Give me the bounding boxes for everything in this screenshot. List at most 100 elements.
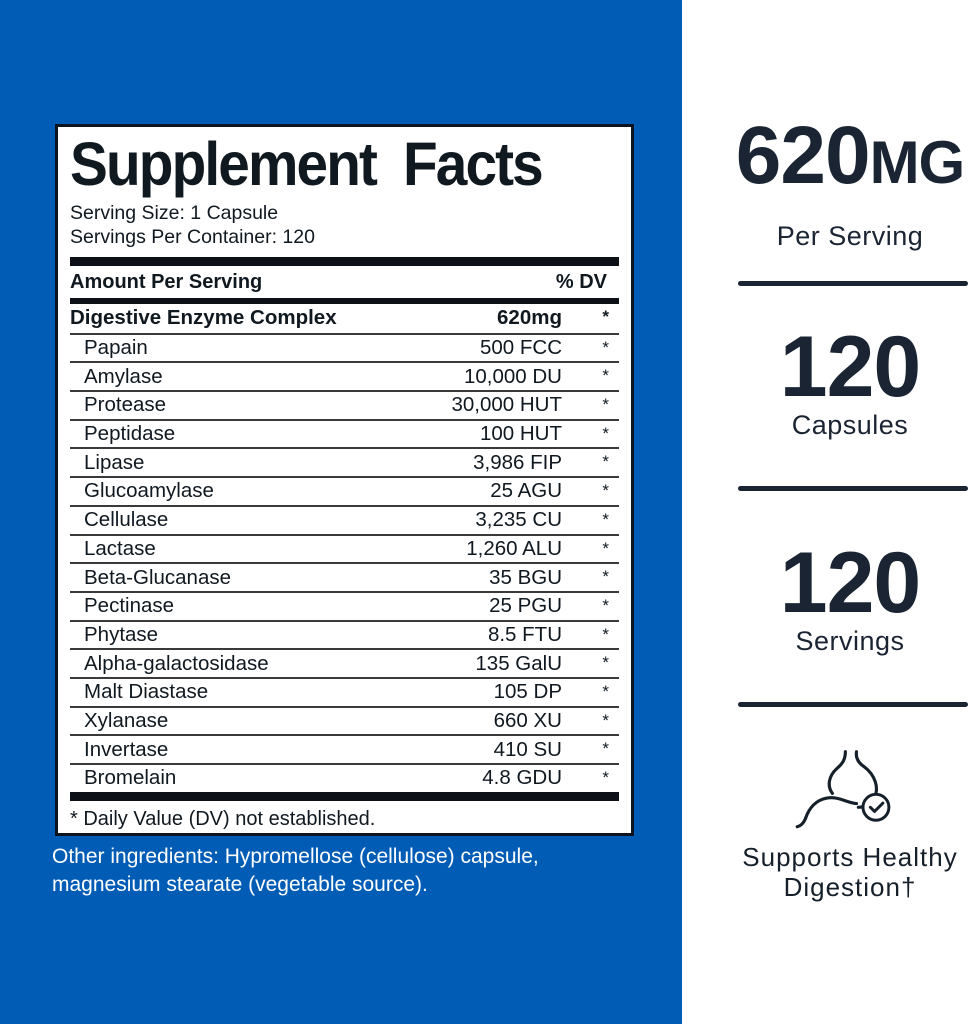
stat-label: Per Serving [776, 221, 924, 251]
amount-per-serving-header: Amount Per Serving [70, 271, 263, 293]
dv-asterisk: * [602, 739, 609, 759]
blue-background-panel: Supplement Facts Serving Size: 1 Capsule… [0, 0, 682, 1024]
dv-asterisk: * [602, 509, 609, 529]
digestion-benefit: Supports Healthy Digestion† [726, 748, 974, 902]
ingredient-amount: 660 XU [493, 708, 562, 732]
stat-label: Capsules [791, 410, 909, 440]
stat-label: Servings [795, 626, 905, 656]
right-info-panel: 620MG Per Serving 120 Capsules 120 Servi… [686, 0, 976, 1024]
ingredient-name: Pectinase [84, 594, 175, 618]
servings-per-container: Servings Per Container: 120 [70, 226, 315, 248]
ingredient-name: Peptidase [84, 422, 176, 446]
stat-number: 120 [779, 535, 922, 631]
table-row: Amylase 10,000 DU * [70, 361, 619, 390]
dv-asterisk: * [602, 452, 609, 472]
ingredient-name: Phytase [84, 622, 159, 646]
ingredient-amount: 3,986 FIP [473, 450, 562, 474]
table-row: Malt Diastase 105 DP * [70, 676, 619, 706]
ingredient-name: Alpha-galactosidase [84, 651, 269, 675]
table-row: Peptidase 100 HUT * [70, 418, 619, 448]
ingredient-name: Xylanase [84, 708, 169, 732]
table-row: Protease 30,000 HUT * [70, 390, 619, 419]
dv-asterisk: * [602, 337, 609, 357]
ingredient-name: Beta-Glucanase [84, 565, 232, 589]
ingredient-amount: 1,260 ALU [466, 536, 562, 560]
table-header-row: Amount Per Serving % DV [70, 266, 619, 298]
dv-asterisk: * [602, 624, 609, 644]
ingredient-amount: 30,000 HUT [451, 393, 562, 417]
ingredient-amount: 35 BGU [489, 565, 562, 589]
ingredient-name: Papain [84, 336, 148, 360]
dv-asterisk: * [602, 768, 609, 787]
table-row: Lipase 3,986 FIP * [70, 447, 619, 476]
capsules-stat: 120 Capsules [732, 319, 968, 441]
ingredient-amount: 10,000 DU [463, 364, 562, 388]
ingredient-name: Cellulase [84, 508, 169, 532]
table-row: Lactase 1,260 ALU * [70, 533, 619, 563]
divider-bar-medium [70, 298, 619, 304]
table-row: Pectinase 25 PGU * [70, 590, 619, 620]
dv-asterisk: * [602, 595, 609, 615]
ingredient-amount: 25 PGU [489, 594, 562, 618]
ingredient-amount: 410 SU [493, 737, 562, 761]
benefit-text-line2: Digestion† [783, 872, 917, 902]
dv-asterisk: * [602, 366, 609, 386]
divider-bar-thick-bottom [70, 791, 619, 801]
dv-header: % DV [555, 271, 607, 293]
table-row: Papain 500 FCC * [70, 332, 619, 362]
dv-asterisk: * [602, 567, 609, 587]
dv-asterisk: * [602, 481, 609, 501]
ingredient-name: Amylase [84, 364, 163, 388]
stat-number: 120 [779, 319, 922, 415]
table-row: Glucoamylase 25 AGU * [70, 476, 619, 505]
stat-value: 620MG [732, 115, 968, 213]
ingredient-name: Invertase [84, 737, 169, 761]
dv-asterisk: * [602, 307, 609, 326]
ingredient-amount: 105 DP [493, 680, 562, 704]
other-ingredients: Other ingredients: Hypromellose (cellulo… [52, 845, 539, 896]
dv-asterisk: * [602, 395, 609, 415]
table-row: Beta-Glucanase 35 BGU * [70, 562, 619, 591]
servings-stat: 120 Servings [732, 535, 968, 657]
table-row: Digestive Enzyme Complex 620mg * [70, 304, 619, 333]
ingredient-name: Lipase [84, 450, 145, 474]
ingredient-name: Digestive Enzyme Complex [70, 306, 337, 330]
table-row: Xylanase 660 XU * [70, 705, 619, 735]
ingredient-name: Glucoamylase [84, 479, 214, 503]
table-row: Bromelain 4.8 GDU * [70, 763, 619, 792]
dv-asterisk: * [602, 423, 609, 443]
dv-asterisk: * [602, 710, 609, 730]
stat-number: 620 [735, 110, 871, 201]
ingredient-amount: 135 GalU [475, 651, 562, 675]
daily-value-footnote: * Daily Value (DV) not established. [70, 807, 376, 830]
facts-table: Digestive Enzyme Complex 620mg * Papain 500 … [70, 304, 619, 792]
section-divider [738, 281, 968, 286]
section-divider [738, 702, 968, 707]
supplement-facts-panel: Supplement Facts Serving Size: 1 Capsule… [55, 124, 634, 836]
ingredient-amount: 8.5 FTU [487, 622, 562, 646]
ingredient-amount: 100 HUT [479, 422, 562, 446]
ingredient-amount: 620mg [497, 306, 562, 330]
per-serving-stat: 620MG Per Serving [732, 115, 968, 252]
ingredient-name: Malt Diastase [84, 680, 209, 704]
serving-info: Serving Size: 1 Capsule Servings Per Con… [70, 201, 619, 249]
stomach-check-icon [795, 750, 891, 829]
table-row: Cellulase 3,235 CU * [70, 504, 619, 534]
table-row: Phytase 8.5 FTU * [70, 619, 619, 649]
benefit-text-line1: Supports Healthy [742, 842, 958, 872]
ingredient-amount: 3,235 CU [475, 508, 562, 532]
ingredient-name: Bromelain [84, 766, 177, 790]
stat-unit: MG [869, 129, 966, 196]
dv-asterisk: * [602, 653, 609, 673]
table-row: Invertase 410 SU * [70, 734, 619, 763]
ingredient-amount: 4.8 GDU [482, 766, 562, 790]
table-row: Alpha-galactosidase 135 GalU * [70, 648, 619, 677]
section-divider [738, 486, 968, 491]
supplement-facts-title: Supplement Facts [70, 130, 544, 198]
ingredient-name: Protease [84, 393, 167, 417]
dv-asterisk: * [602, 538, 609, 558]
ingredient-name: Lactase [84, 536, 156, 560]
dv-asterisk: * [602, 681, 609, 701]
divider-bar-thick-top [70, 257, 619, 266]
ingredient-amount: 25 AGU [490, 479, 562, 503]
